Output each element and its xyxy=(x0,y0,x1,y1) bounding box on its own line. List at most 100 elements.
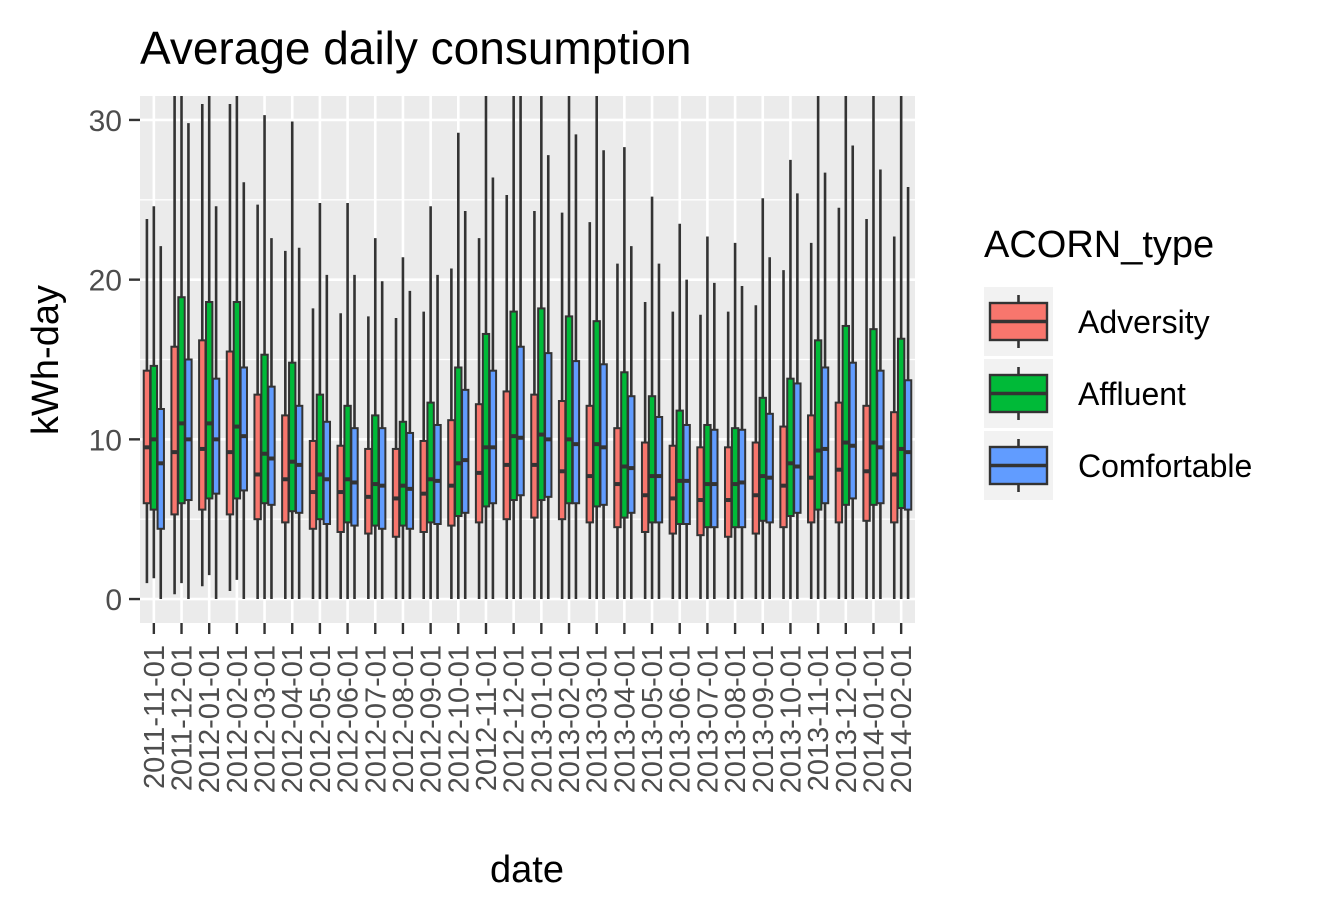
box xyxy=(599,363,608,506)
box xyxy=(647,395,657,524)
legend-title: ACORN_type xyxy=(984,224,1214,266)
box xyxy=(841,324,850,506)
box xyxy=(364,447,373,535)
box xyxy=(461,388,470,514)
box xyxy=(177,296,186,505)
x-tick-label: 2012-06-01 xyxy=(333,645,365,793)
x-tick-label: 2013-09-01 xyxy=(748,645,780,793)
box xyxy=(592,320,601,508)
x-tick-label: 2012-07-01 xyxy=(360,645,392,793)
box xyxy=(322,420,332,525)
legend-key-affluent xyxy=(984,359,1053,428)
box xyxy=(198,339,207,511)
box xyxy=(530,393,539,519)
box xyxy=(308,439,318,530)
legend-label: Comfortable xyxy=(1078,448,1252,484)
box xyxy=(786,377,795,518)
chart-title: Average daily consumption xyxy=(140,22,691,74)
x-axis: 2011-11-012011-12-012012-01-012012-02-01… xyxy=(139,623,918,793)
box xyxy=(682,423,691,525)
box xyxy=(620,371,629,519)
x-tick-label: 2013-02-01 xyxy=(554,645,586,793)
x-tick-label: 2012-08-01 xyxy=(388,645,420,793)
box xyxy=(267,385,276,506)
box xyxy=(343,404,352,524)
box xyxy=(419,439,428,533)
x-tick-label: 2014-02-01 xyxy=(886,645,918,793)
box xyxy=(571,360,581,505)
y-tick-label: 0 xyxy=(105,584,122,617)
box xyxy=(758,396,767,522)
box xyxy=(710,428,719,529)
x-tick-label: 2012-10-01 xyxy=(443,645,475,793)
x-axis-label: date xyxy=(490,849,564,891)
box xyxy=(876,369,885,505)
x-tick-label: 2013-12-01 xyxy=(831,645,863,793)
box xyxy=(627,395,636,514)
box xyxy=(391,447,401,538)
box xyxy=(211,377,221,495)
box xyxy=(834,401,844,524)
box xyxy=(232,301,242,500)
box xyxy=(654,415,664,524)
box xyxy=(378,427,387,530)
box xyxy=(723,446,733,538)
box xyxy=(398,420,408,527)
x-tick-label: 2013-04-01 xyxy=(609,645,641,793)
x-tick-label: 2013-01-01 xyxy=(526,645,558,793)
box xyxy=(509,310,518,502)
box xyxy=(294,404,304,514)
box xyxy=(703,423,712,529)
box xyxy=(668,444,677,535)
box xyxy=(737,428,747,529)
x-tick-label: 2012-05-01 xyxy=(305,645,337,793)
box xyxy=(765,412,774,524)
series-comfortable xyxy=(156,96,913,600)
box xyxy=(253,393,262,521)
box xyxy=(156,408,165,530)
y-tick-label: 30 xyxy=(89,105,122,138)
x-tick-label: 2012-03-01 xyxy=(250,645,282,793)
box xyxy=(454,366,463,518)
box xyxy=(288,361,297,513)
legend-label: Adversity xyxy=(1078,304,1210,340)
box xyxy=(225,350,235,516)
box xyxy=(516,345,525,497)
x-tick-label: 2013-07-01 xyxy=(692,645,724,793)
box xyxy=(820,366,830,505)
box xyxy=(890,411,899,524)
box xyxy=(807,414,816,524)
box xyxy=(537,307,546,502)
x-tick-label: 2012-12-01 xyxy=(499,645,531,793)
y-tick-label: 20 xyxy=(89,265,122,298)
box xyxy=(481,332,491,508)
box xyxy=(426,401,435,524)
box-series xyxy=(142,96,913,600)
x-tick-label: 2011-12-01 xyxy=(167,645,199,791)
box xyxy=(239,366,248,492)
series-adversity xyxy=(142,96,899,600)
box xyxy=(260,353,269,505)
box xyxy=(848,361,857,500)
legend-label: Affluent xyxy=(1078,376,1186,412)
box xyxy=(474,403,484,524)
box xyxy=(205,301,214,500)
legend-key-adversity xyxy=(984,287,1053,356)
box xyxy=(869,328,878,506)
legend-key-comfortable xyxy=(984,431,1053,500)
y-axis: 0 10 20 30 xyxy=(89,105,140,617)
x-tick-label: 2013-06-01 xyxy=(665,645,697,793)
box xyxy=(903,379,913,511)
box xyxy=(813,339,823,511)
x-tick-label: 2014-01-01 xyxy=(858,645,890,793)
box xyxy=(730,427,740,529)
box xyxy=(184,358,193,502)
x-tick-label: 2012-11-01 xyxy=(471,645,503,791)
x-tick-label: 2013-11-01 xyxy=(803,645,835,791)
box xyxy=(315,393,325,521)
x-tick-label: 2012-09-01 xyxy=(416,645,448,793)
x-tick-label: 2011-11-01 xyxy=(139,645,171,789)
box xyxy=(447,419,456,527)
box xyxy=(488,369,498,505)
